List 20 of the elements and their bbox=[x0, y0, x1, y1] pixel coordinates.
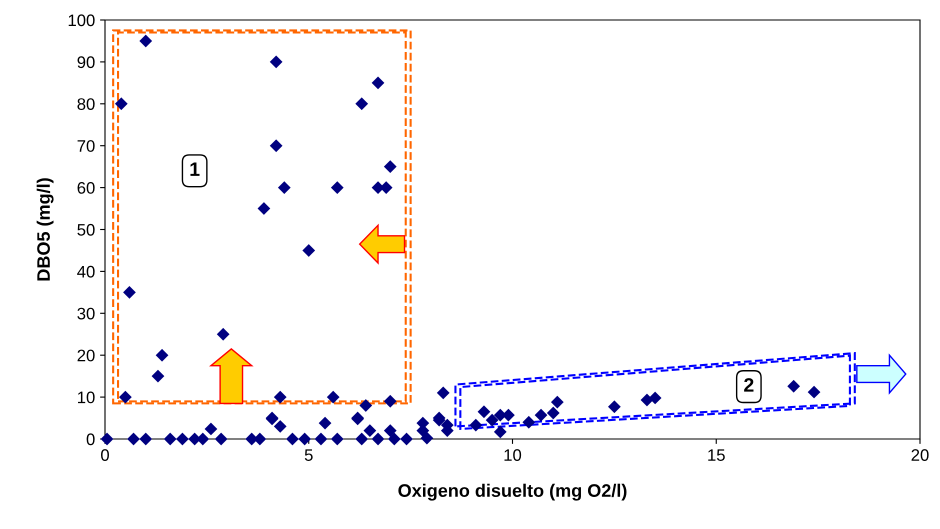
x-tick-label: 5 bbox=[304, 449, 313, 461]
y-tick-label: 100 bbox=[68, 14, 95, 26]
annotation: 1 bbox=[190, 162, 200, 176]
y-tick-label: 60 bbox=[78, 182, 95, 194]
y-tick-label: 70 bbox=[78, 140, 95, 152]
x-tick-label: 0 bbox=[101, 449, 109, 461]
y-tick-label: 50 bbox=[77, 224, 95, 236]
y-tick-label: 0 bbox=[86, 433, 95, 446]
y-tick-label: 40 bbox=[77, 266, 95, 278]
x-tick-label: 15 bbox=[708, 449, 725, 461]
y-tick-label: 10 bbox=[78, 392, 95, 404]
x-tick-label: 20 bbox=[912, 449, 929, 461]
y-axis-title: DBO5 (mg/l) bbox=[36, 178, 54, 280]
x-tick-label: 10 bbox=[504, 449, 522, 461]
y-tick-label: 90 bbox=[78, 56, 95, 68]
x-axis-title: Oxigeno disuelto (mg O2/l) bbox=[398, 484, 626, 501]
annotation: 2 bbox=[744, 378, 754, 392]
y-tick-label: 80 bbox=[77, 98, 95, 110]
y-tick-label: 20 bbox=[78, 350, 95, 362]
y-tick-label: 30 bbox=[77, 308, 95, 320]
